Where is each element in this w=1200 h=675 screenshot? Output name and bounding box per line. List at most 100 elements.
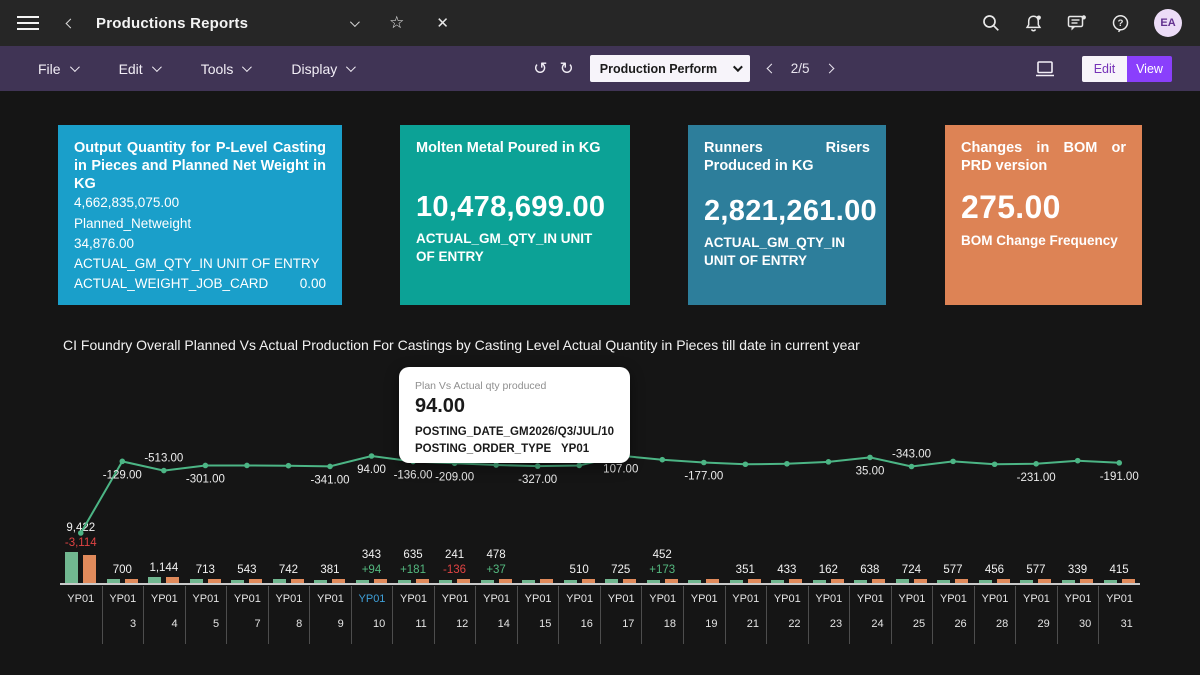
x-axis-label[interactable]: YP01 22 [766, 586, 808, 644]
comments-icon[interactable] [1067, 14, 1087, 33]
bar-actual[interactable] [480, 580, 494, 583]
kpi-card-bom-changes[interactable]: Changes in BOM or PRD version 275.00 BOM… [945, 125, 1142, 305]
notifications-bell-icon[interactable] [1024, 14, 1043, 33]
edit-mode-button[interactable]: Edit [1082, 55, 1127, 82]
title-dropdown-icon[interactable] [350, 16, 361, 27]
bar-plan[interactable] [83, 554, 97, 583]
bar-plan[interactable] [498, 579, 512, 583]
bar-actual[interactable] [439, 580, 453, 583]
bar-plan[interactable] [290, 578, 304, 583]
bar-plan[interactable] [664, 579, 678, 583]
bar-plan[interactable] [249, 579, 263, 583]
bar-plan[interactable] [955, 579, 969, 583]
bar-actual[interactable] [771, 580, 785, 583]
x-axis-label[interactable]: YP01 8 [267, 586, 310, 644]
bar-actual[interactable] [729, 580, 743, 583]
undo-icon[interactable]: ↺ [533, 58, 548, 78]
x-axis-label[interactable]: YP01 16 [558, 586, 600, 644]
bar-actual[interactable] [314, 580, 328, 583]
x-axis-label[interactable]: YP01 23 [807, 586, 850, 644]
x-axis-label[interactable]: YP01 4 [143, 586, 185, 644]
bar-actual[interactable] [1103, 580, 1117, 583]
bar-actual[interactable] [189, 579, 203, 583]
view-mode-button[interactable]: View [1127, 55, 1172, 82]
next-page-icon[interactable] [824, 63, 835, 74]
bar-plan[interactable] [623, 578, 637, 583]
back-icon[interactable] [65, 18, 76, 28]
kpi-card-output-quantity[interactable]: Output Quantity for P-Level Casting in P… [58, 125, 342, 305]
bar-plan[interactable] [747, 579, 761, 583]
favorite-star-icon[interactable]: ☆ [389, 13, 405, 32]
previous-page-icon[interactable] [766, 63, 777, 74]
x-axis-label[interactable]: YP01 28 [973, 586, 1016, 644]
bar-actual[interactable] [978, 580, 992, 583]
bar-plan[interactable] [1121, 579, 1135, 583]
x-axis-label[interactable]: YP01 3 [101, 586, 144, 644]
kpi-card-molten-metal[interactable]: Molten Metal Poured in KG 10,478,699.00 … [400, 125, 630, 305]
bar-actual[interactable] [231, 580, 245, 583]
bar-actual[interactable] [65, 552, 79, 583]
menu-display[interactable]: Display [291, 61, 357, 77]
bar-actual[interactable] [106, 579, 120, 583]
bar-plan[interactable] [913, 578, 927, 583]
bar-plan[interactable] [457, 579, 471, 583]
x-axis-label[interactable]: YP01 30 [1056, 586, 1099, 644]
menu-tools[interactable]: Tools [201, 61, 253, 77]
bar-plan[interactable] [1038, 579, 1052, 583]
x-axis-label[interactable]: YP01 5 [184, 586, 227, 644]
x-axis-label[interactable]: YP01 29 [1015, 586, 1057, 644]
x-axis-label[interactable]: YP01 7 [226, 586, 268, 644]
bar-actual[interactable] [854, 579, 868, 583]
hamburger-menu-icon[interactable] [17, 12, 39, 34]
x-axis-label[interactable]: YP01 21 [724, 586, 767, 644]
bar-plan[interactable] [124, 578, 138, 583]
search-icon[interactable] [982, 14, 1000, 32]
bar-plan[interactable] [415, 579, 429, 583]
avatar[interactable]: EA [1154, 9, 1182, 37]
x-axis-label[interactable]: YP01 24 [849, 586, 891, 644]
bar-plan[interactable] [540, 579, 554, 583]
x-axis-label[interactable]: YP01 19 [682, 586, 725, 644]
bar-actual[interactable] [148, 577, 162, 583]
x-axis-label[interactable]: YP01 18 [641, 586, 683, 644]
x-axis-label[interactable]: YP01 26 [932, 586, 974, 644]
bar-plan[interactable] [166, 576, 180, 583]
bar-actual[interactable] [522, 580, 536, 583]
bar-actual[interactable] [355, 580, 369, 583]
bar-plan[interactable] [207, 578, 221, 583]
bar-plan[interactable] [996, 579, 1010, 583]
x-axis-label[interactable]: YP01 17 [599, 586, 642, 644]
x-axis-label[interactable]: YP01 10 [350, 586, 393, 644]
menu-file[interactable]: File [38, 61, 80, 77]
x-axis-label[interactable]: YP01 11 [392, 586, 434, 644]
bar-actual[interactable] [646, 580, 660, 583]
bar-actual[interactable] [812, 580, 826, 583]
bar-plan[interactable] [373, 579, 387, 583]
bar-plan[interactable] [332, 579, 346, 583]
bar-plan[interactable] [830, 579, 844, 583]
bar-actual[interactable] [895, 579, 909, 583]
device-preview-icon[interactable] [1034, 60, 1056, 78]
bar-actual[interactable] [397, 579, 411, 583]
close-icon[interactable]: ✕ [436, 15, 449, 32]
redo-icon[interactable]: ↻ [559, 58, 574, 78]
x-axis-label[interactable]: YP01 [60, 586, 102, 644]
bar-actual[interactable] [272, 579, 286, 583]
kpi-card-runners-risers[interactable]: Runners Risers Produced in KG 2,821,261.… [688, 125, 886, 305]
bar-actual[interactable] [1020, 580, 1034, 583]
x-axis-label[interactable]: YP01 15 [516, 586, 559, 644]
bar-actual[interactable] [937, 580, 951, 583]
bar-actual[interactable] [688, 580, 702, 583]
page-dropdown[interactable]: Production Perform [589, 55, 750, 82]
bar-actual[interactable] [1062, 580, 1076, 583]
help-icon[interactable]: ? [1111, 14, 1130, 33]
bar-plan[interactable] [789, 579, 803, 583]
x-axis-label[interactable]: YP01 9 [309, 586, 351, 644]
bar-plan[interactable] [872, 579, 886, 583]
x-axis-label[interactable]: YP01 12 [433, 586, 476, 644]
bar-plan[interactable] [1080, 579, 1094, 583]
bar-actual[interactable] [563, 580, 577, 583]
x-axis-label[interactable]: YP01 25 [890, 586, 933, 644]
bar-plan[interactable] [581, 579, 595, 583]
bar-actual[interactable] [605, 579, 619, 583]
